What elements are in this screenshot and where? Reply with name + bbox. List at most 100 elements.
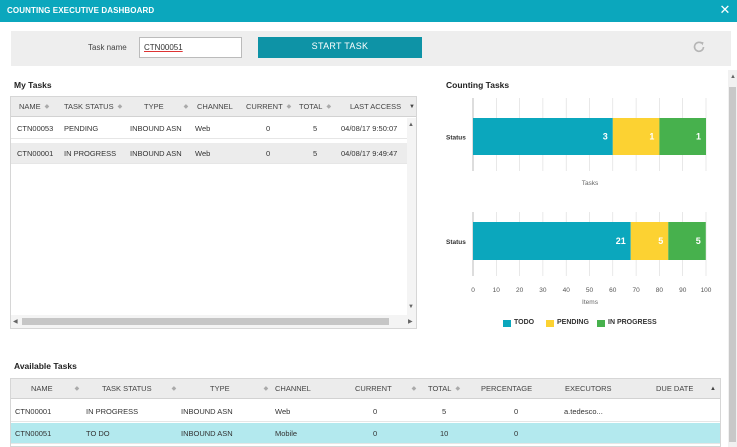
col-total[interactable]: TOTAL ◆	[428, 379, 460, 399]
col-name[interactable]: NAME ◆	[31, 379, 79, 399]
sort-icon: ◆	[44, 104, 50, 111]
category-label: Status	[446, 135, 466, 142]
cell-name: CTN00001	[17, 149, 54, 158]
cell-total: 5	[313, 149, 318, 158]
legend-pending-label: PENDING	[557, 319, 589, 326]
cell-channel: Web	[195, 149, 211, 158]
cell-status: PENDING	[64, 124, 99, 133]
my-tasks-title: My Tasks	[14, 80, 52, 90]
cell-type: INBOUND ASN	[181, 407, 233, 416]
scroll-down-icon[interactable]: ▼	[408, 304, 414, 310]
counting-tasks-title: Counting Tasks	[446, 80, 510, 90]
col-name[interactable]: NAME ◆	[19, 97, 49, 117]
cell-total: 5	[442, 407, 447, 416]
data-label: 21	[616, 236, 626, 246]
cell-name: CTN00001	[15, 407, 52, 416]
x-axis-label: Tasks	[582, 180, 599, 187]
sort-icon: ◆	[171, 386, 177, 393]
bar-segment-pending[interactable]	[612, 118, 660, 155]
bar-segment-todo[interactable]	[473, 222, 631, 260]
cell-status: TO DO	[86, 429, 110, 438]
task-name-label: Task name	[88, 43, 127, 52]
table-row[interactable]: CTN00001 IN PROGRESS INBOUND ASN Web 0 5…	[11, 143, 407, 164]
cell-type: INBOUND ASN	[181, 429, 233, 438]
scroll-left-icon[interactable]: ◀	[13, 319, 18, 325]
cell-type: INBOUND ASN	[130, 124, 182, 133]
close-icon[interactable]: ✕	[719, 2, 731, 17]
cell-current: 0	[266, 149, 271, 158]
sort-icon: ◆	[455, 386, 461, 393]
sort-icon: ◆	[326, 104, 332, 111]
legend-pending-swatch	[546, 320, 554, 327]
table-row-selected[interactable]: CTN00051 TO DO INBOUND ASN Mobile 0 10 0	[11, 423, 720, 444]
legend-in-progress-label: IN PROGRESS	[608, 319, 657, 326]
cell-total: 10	[440, 429, 449, 438]
cell-percentage: 0	[514, 407, 519, 416]
x-tick-label: 60	[609, 287, 617, 294]
sort-icon: ◆	[263, 386, 269, 393]
col-channel[interactable]: CHANNEL	[197, 102, 233, 111]
legend-todo-label: TODO	[514, 319, 535, 326]
col-channel[interactable]: CHANNEL	[275, 384, 311, 393]
x-tick-label: 30	[539, 287, 547, 294]
my-tasks-vertical-scrollbar[interactable]: ▲ ▼	[407, 118, 416, 315]
x-axis-label: Items	[582, 299, 599, 306]
task-name-input[interactable]	[139, 37, 242, 58]
cell-name: CTN00053	[17, 124, 54, 133]
scroll-up-icon[interactable]: ▲	[408, 122, 414, 128]
col-executors[interactable]: EXECUTORS	[565, 384, 612, 393]
window-title: COUNTING EXECUTIVE DASHBOARD	[7, 6, 155, 15]
col-type[interactable]: TYPE ◆	[210, 379, 268, 399]
scroll-right-icon[interactable]: ▶	[408, 319, 413, 325]
cell-status: IN PROGRESS	[86, 407, 139, 416]
page-vertical-scrollbar[interactable]: ▲	[728, 70, 737, 447]
col-type[interactable]: TYPE ◆	[144, 97, 188, 117]
available-tasks-grid: NAME ◆ TASK STATUS ◆ TYPE ◆ CHANNEL CURRENT…	[10, 378, 721, 447]
cell-type: INBOUND ASN	[130, 149, 182, 158]
col-due-date[interactable]: DUE DATE	[656, 384, 694, 393]
start-task-button[interactable]: START TASK	[258, 37, 422, 58]
available-tasks-header: NAME ◆ TASK STATUS ◆ TYPE ◆ CHANNEL CURRENT…	[11, 379, 720, 399]
x-tick-label: 40	[563, 287, 571, 294]
cell-channel: Web	[195, 124, 211, 133]
col-current[interactable]: CURRENT ◆	[246, 97, 291, 117]
refresh-icon[interactable]	[691, 39, 707, 55]
cell-percentage: 0	[514, 429, 519, 438]
my-tasks-header: NAME ◆ TASK STATUS ◆ TYPE ◆ CHANNEL CURRENT…	[11, 97, 416, 117]
col-current[interactable]: CURRENT ◆	[355, 379, 416, 399]
column-menu-icon[interactable]: ▼	[409, 104, 415, 110]
legend-todo-swatch	[503, 320, 511, 327]
col-percentage[interactable]: PERCENTAGE	[481, 384, 533, 393]
data-label: 5	[696, 236, 701, 246]
col-task-status[interactable]: TASK STATUS ◆	[102, 379, 176, 399]
sort-icon: ◆	[286, 104, 292, 111]
bar-segment-pending[interactable]	[630, 222, 669, 260]
tasks-chart: Status 3 1 1 Tasks	[446, 98, 707, 187]
bar-segment-in-progress[interactable]	[659, 118, 706, 155]
page-scroll-up-icon[interactable]: ▲	[730, 74, 736, 80]
bar-segment-todo[interactable]	[473, 118, 613, 155]
cell-current: 0	[266, 124, 271, 133]
cell-channel: Web	[275, 407, 291, 416]
col-last-access[interactable]: LAST ACCESS	[350, 102, 402, 111]
x-tick-label: 80	[656, 287, 664, 294]
sort-ascending-icon[interactable]: ▲	[710, 386, 716, 392]
data-label: 1	[696, 132, 701, 142]
my-tasks-horizontal-scrollbar[interactable]: ◀ ▶	[11, 315, 416, 328]
horizontal-scroll-thumb[interactable]	[22, 318, 389, 325]
available-tasks-title: Available Tasks	[14, 361, 77, 371]
data-label: 1	[649, 132, 654, 142]
cell-last-access: 04/08/17 9:49:47	[341, 149, 398, 158]
cell-current: 0	[373, 429, 378, 438]
page-scroll-thumb[interactable]	[729, 87, 736, 442]
bar-segment-in-progress[interactable]	[668, 222, 706, 260]
title-bar: COUNTING EXECUTIVE DASHBOARD ✕	[0, 0, 737, 22]
col-task-status[interactable]: TASK STATUS ◆	[64, 97, 122, 117]
table-row[interactable]: CTN00001 IN PROGRESS INBOUND ASN Web 0 5…	[11, 401, 720, 422]
table-row[interactable]: CTN00053 PENDING INBOUND ASN Web 0 5 04/…	[11, 118, 407, 139]
legend-in-progress-swatch	[597, 320, 605, 327]
col-total[interactable]: TOTAL ◆	[299, 97, 331, 117]
x-tick-label: 90	[679, 287, 687, 294]
